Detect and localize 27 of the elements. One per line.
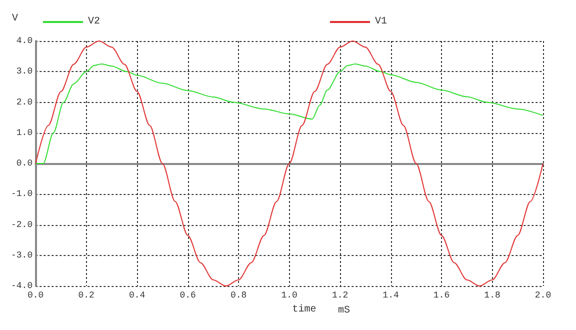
x-tick-label: 1.4 — [382, 290, 399, 300]
y-tick-label: -3.0 — [10, 250, 33, 260]
line-series — [35, 63, 544, 164]
y-tick-label: -4.0 — [10, 281, 33, 291]
x-tick-label: 0.8 — [230, 290, 247, 300]
x-tick-label: 1.2 — [332, 290, 348, 300]
x-tick-label: 0.0 — [28, 290, 44, 300]
legend-label: V1 — [375, 16, 388, 28]
y-tick-label: 1.0 — [16, 128, 33, 138]
x-tick-label: 0.2 — [78, 290, 94, 300]
y-axis-title: V — [12, 14, 18, 24]
x-tick-label: 1.0 — [281, 290, 298, 300]
text: mS — [338, 306, 350, 316]
y-tick-label: 4.0 — [16, 36, 33, 46]
x-axis-title: time — [292, 303, 316, 316]
x-tick-label: 1.6 — [433, 290, 450, 300]
y-tick-label: 0.0 — [16, 158, 33, 168]
x-tick-label: 1.8 — [484, 290, 500, 300]
y-tick-label: 3.0 — [16, 66, 33, 77]
y-tick-label: 2.0 — [16, 97, 33, 108]
line-series — [35, 40, 544, 286]
x-tick-label: 2.0 — [534, 290, 552, 300]
x-tick-label: 0.4 — [128, 290, 146, 300]
legend-label: V2 — [88, 16, 100, 28]
y-tick-label: -2.0 — [10, 220, 33, 230]
y-tick-label: -1.0 — [10, 189, 33, 200]
x-tick-label: 0.6 — [180, 290, 196, 300]
